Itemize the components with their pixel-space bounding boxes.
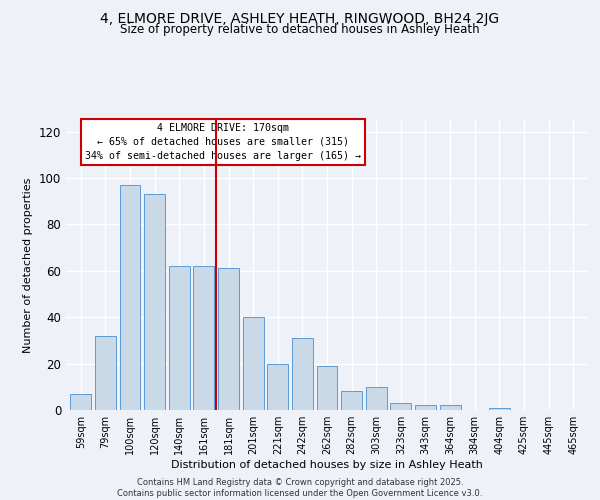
Text: Size of property relative to detached houses in Ashley Heath: Size of property relative to detached ho…: [120, 22, 480, 36]
Bar: [267, 364, 288, 410]
Bar: [119, 185, 140, 410]
Text: Contains HM Land Registry data © Crown copyright and database right 2025.
Contai: Contains HM Land Registry data © Crown c…: [118, 478, 482, 498]
Text: 4 ELMORE DRIVE: 170sqm
← 65% of detached houses are smaller (315)
34% of semi-de: 4 ELMORE DRIVE: 170sqm ← 65% of detached…: [85, 123, 361, 161]
Bar: [391, 403, 412, 410]
Bar: [242, 317, 263, 410]
Y-axis label: Number of detached properties: Number of detached properties: [23, 178, 33, 352]
Bar: [144, 194, 165, 410]
Bar: [341, 392, 362, 410]
Bar: [366, 387, 387, 410]
Bar: [193, 266, 214, 410]
Bar: [317, 366, 337, 410]
Bar: [415, 406, 436, 410]
Bar: [218, 268, 239, 410]
X-axis label: Distribution of detached houses by size in Ashley Heath: Distribution of detached houses by size …: [171, 460, 483, 470]
Bar: [292, 338, 313, 410]
Bar: [95, 336, 116, 410]
Bar: [440, 406, 461, 410]
Bar: [489, 408, 510, 410]
Text: 4, ELMORE DRIVE, ASHLEY HEATH, RINGWOOD, BH24 2JG: 4, ELMORE DRIVE, ASHLEY HEATH, RINGWOOD,…: [100, 12, 500, 26]
Bar: [70, 394, 91, 410]
Bar: [169, 266, 190, 410]
